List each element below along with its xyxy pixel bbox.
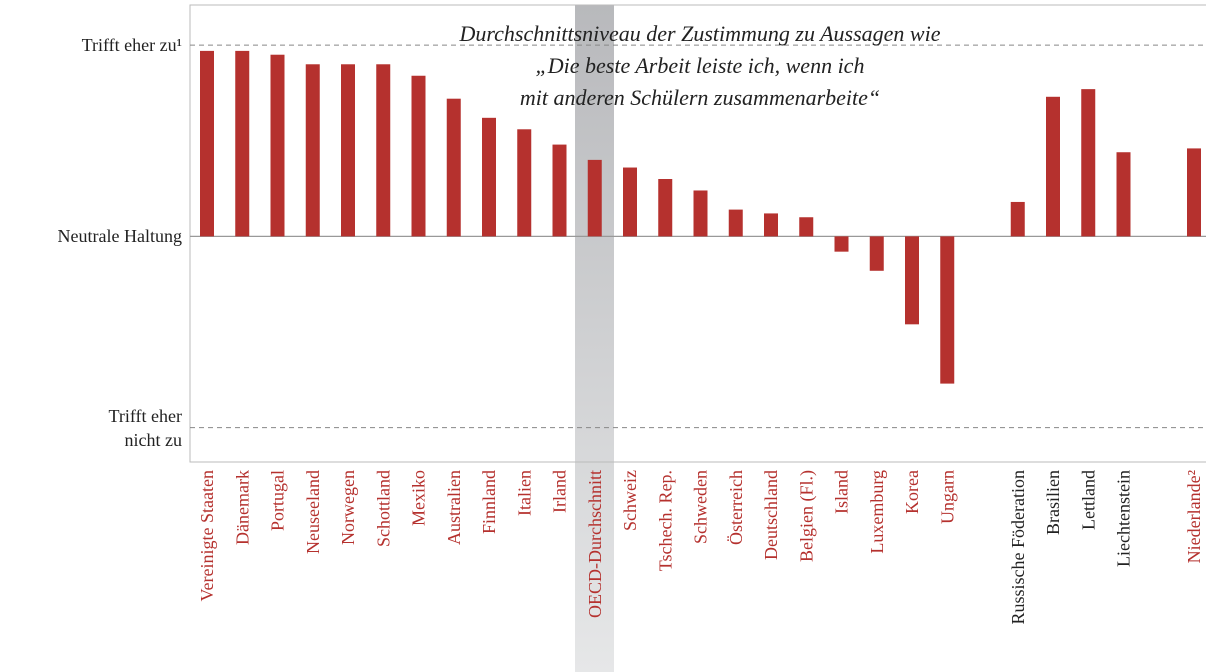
bar [1046,96,1060,237]
bar [869,236,884,271]
bar [411,75,426,237]
x-tick-label: Schweden [691,470,711,544]
x-tick-label: Dänemark [232,470,252,545]
bar [905,236,919,325]
x-tick-label: Korea [902,470,922,514]
x-tick-label: Österreich [726,470,746,545]
bar [799,217,814,237]
x-tick-label: Schweiz [620,470,640,531]
plot-frame [189,4,1206,463]
bar [200,50,214,237]
bar [834,236,849,252]
x-tick-label: Brasilien [1043,470,1063,535]
x-tick-label: Lettland [1078,470,1098,530]
x-tick-label: Vereinigte Staaten [197,470,217,601]
bar [446,98,461,237]
bar [658,179,673,237]
x-tick-label: Tschech. Rep. [655,470,675,571]
x-tick-label: Schottland [373,470,393,547]
x-tick-label: Island [832,470,852,514]
bar [341,64,355,237]
bar [1116,152,1131,237]
y-tick-label: Trifft eher zu¹ [81,35,182,56]
bar [235,50,250,237]
bar [587,159,602,237]
bar [1010,201,1025,237]
x-tick-label: Luxemburg [867,470,887,554]
bar [517,129,532,237]
x-tick-label: Deutschland [761,470,781,560]
x-tick-label: Ungarn [937,470,957,524]
bar [376,64,391,237]
x-tick-label: Finnland [479,470,499,534]
bar [270,54,285,237]
bar [693,190,708,237]
x-tick-label: OECD-Durchschnitt [585,470,605,618]
bar [623,167,637,237]
x-tick-label: Norwegen [338,470,358,545]
x-tick-label: Russische Föderation [1008,470,1028,625]
y-tick-label: Trifft eher nicht zu [108,405,183,450]
y-tick-label: Neutrale Haltung [57,226,182,247]
x-tick-label: Belgien (Fl.) [796,470,817,562]
bar [940,236,955,384]
bar [728,209,743,237]
x-tick-label: Italien [514,470,534,516]
x-tick-label: Portugal [268,470,288,531]
highlight-band [575,5,614,672]
x-tick-label: Niederlande² [1184,470,1204,563]
chart-title: Durchschnittsniveau der Zustimmung zu Au… [459,21,941,110]
bar [1187,148,1201,237]
bar [1081,89,1096,237]
bar [305,64,320,237]
x-tick-label: Liechtenstein [1114,470,1134,567]
bar [552,144,567,237]
x-tick-label: Irland [550,470,570,513]
bar [764,213,778,237]
x-tick-label: Australien [444,470,464,545]
x-tick-label: Mexiko [409,470,429,526]
bar [482,117,496,237]
x-tick-label: Neuseeland [303,470,323,554]
